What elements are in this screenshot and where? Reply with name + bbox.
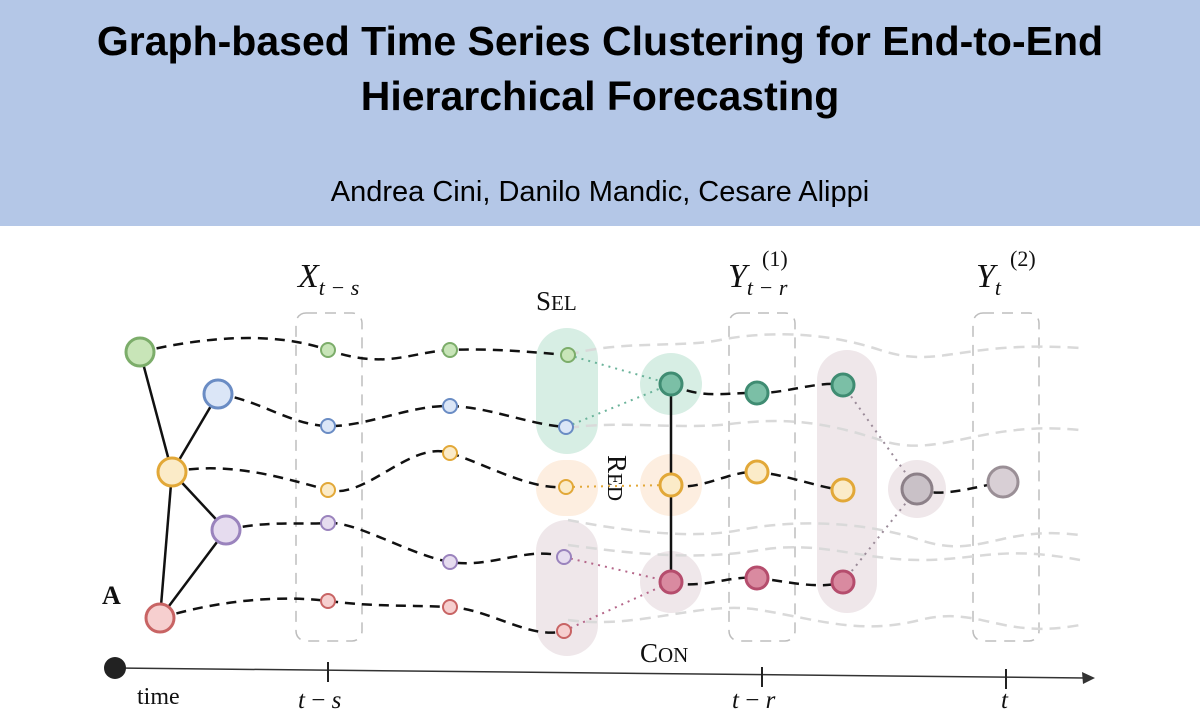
selection-links	[563, 354, 918, 632]
pool-node-rose	[830, 569, 856, 595]
faded-series	[567, 333, 1081, 630]
author-list: Andrea Cini, Danilo Mandic, Cesare Alipp…	[330, 176, 870, 208]
node-blue	[202, 378, 234, 410]
cluster-node-green	[658, 371, 684, 397]
pred2-superscript: (2)	[1010, 246, 1036, 271]
sel-label: SEL	[536, 286, 577, 316]
tick-label-t: t	[1001, 687, 1009, 714]
pred1-node-green	[744, 380, 770, 406]
root-node	[900, 472, 934, 506]
title-banner	[0, 0, 1200, 226]
root-pred-node	[986, 465, 1020, 499]
input-window-box	[295, 312, 363, 642]
tick-label-t-minus-s: t − s	[298, 687, 341, 714]
con-label: CON	[640, 638, 688, 668]
sel-pill	[536, 328, 598, 454]
pred1-label: Yt − r	[728, 258, 788, 300]
input-window-label: Xt − s	[296, 258, 359, 300]
pred1-window-box	[728, 312, 796, 642]
pool-node-green	[830, 372, 856, 398]
pred1-node-yellow	[744, 459, 770, 485]
time-origin-dot	[104, 657, 126, 679]
pool-node-yellow	[830, 477, 856, 503]
cluster-node-rose	[658, 569, 684, 595]
node-purple	[210, 514, 242, 546]
node-red	[144, 602, 176, 634]
time-axis-line	[114, 667, 1086, 679]
pred1-node-rose	[744, 565, 770, 591]
tick-label-t-minus-r: t − r	[732, 687, 776, 714]
time-axis-label: time	[137, 684, 180, 710]
series-points	[320, 342, 576, 639]
title-line-1: Graph-based Time Series Clustering for E…	[96, 18, 1104, 64]
input-series	[139, 336, 569, 634]
title-line-2: Hierarchical Forecasting	[360, 73, 840, 119]
cluster-node-yellow	[658, 472, 684, 498]
con-pill	[536, 520, 598, 656]
adjacency-label: A	[102, 581, 121, 610]
pred2-window-box	[972, 312, 1040, 642]
red-label: RED	[602, 455, 632, 501]
paper-title: Graph-based Time Series Clustering for E…	[0, 14, 1200, 124]
node-green	[124, 336, 156, 368]
node-yellow	[156, 456, 188, 488]
pred1-superscript: (1)	[762, 246, 788, 271]
time-axis-arrow	[1082, 672, 1095, 684]
pred2-label: Yt	[976, 258, 1002, 300]
